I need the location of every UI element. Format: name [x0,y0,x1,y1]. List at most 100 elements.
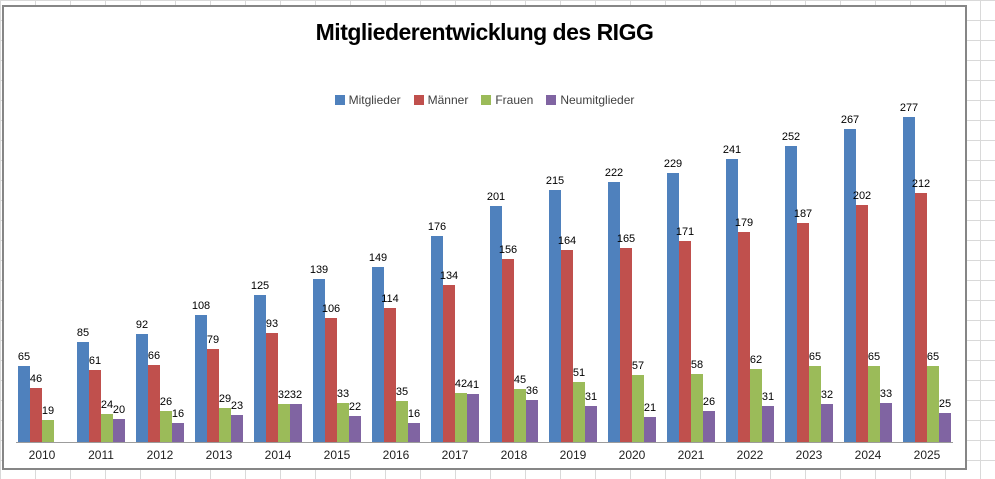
bar[interactable] [89,370,101,442]
bar-value-label: 33 [336,388,350,400]
bar-value-label: 139 [309,264,329,276]
bar[interactable] [219,408,231,442]
bar[interactable] [254,295,266,442]
bar[interactable] [207,349,219,442]
bar[interactable] [667,173,679,442]
bar[interactable] [573,382,585,442]
bar[interactable] [136,334,148,442]
bar[interactable] [101,414,113,442]
bar[interactable] [844,129,856,442]
bar-group: 241 179 62 31 2022 [722,118,774,462]
bar-slot: 165 [617,118,635,442]
bar[interactable] [384,308,396,442]
bar[interactable] [30,388,42,442]
bar[interactable] [797,223,809,442]
chart-area[interactable]: Mitgliederentwicklung des RIGG Mitgliede… [2,5,967,470]
bar[interactable] [502,259,514,442]
bar[interactable] [396,401,408,442]
bar[interactable] [738,232,750,442]
bar-value-label: 19 [41,405,55,417]
bar[interactable] [679,241,691,442]
bar[interactable] [231,415,243,442]
bar[interactable] [703,411,715,442]
bar[interactable] [526,400,538,442]
bar[interactable] [42,420,54,442]
bar[interactable] [514,389,526,442]
legend-item[interactable]: Neumitglieder [546,93,634,107]
legend-swatch-icon [334,95,345,105]
bar-value-label: 36 [525,385,539,397]
bar[interactable] [290,404,302,442]
legend-item[interactable]: Frauen [481,93,533,107]
bar[interactable] [349,416,361,442]
bar[interactable] [750,369,762,442]
bar[interactable] [467,394,479,442]
bar[interactable] [148,365,160,442]
legend-label: Frauen [495,93,534,107]
bar[interactable] [726,159,738,442]
bar[interactable] [443,285,455,442]
bar-slot: 187 [794,118,812,442]
bar[interactable] [868,366,880,442]
bar-group: 229 171 58 26 2021 [664,118,715,462]
bar-value-label: 93 [265,318,279,330]
bar-slot: 176 [427,118,447,442]
bar-value-label: 32 [289,389,303,401]
bar[interactable] [762,406,774,442]
bar[interactable] [18,366,30,442]
bar[interactable] [431,236,443,442]
bar[interactable] [809,366,821,442]
bar[interactable] [325,318,337,442]
bar[interactable] [585,406,597,442]
bar[interactable] [266,333,278,442]
bar-value-label: 176 [427,221,447,233]
bar[interactable] [620,248,632,442]
bar[interactable] [337,403,349,442]
bar-value-label: 42 [454,378,468,390]
bar[interactable] [644,417,656,442]
bar[interactable] [927,366,939,442]
bar-value-label: 57 [631,360,645,372]
bar-value-label: 241 [722,144,742,156]
bar[interactable] [549,190,561,442]
bar[interactable] [608,182,620,442]
bar[interactable] [195,315,207,442]
bar-value-label: 32 [820,389,834,401]
bar[interactable] [903,117,915,442]
bar-slot: 45 [514,118,526,442]
bar[interactable] [278,404,290,442]
bar[interactable] [408,423,420,442]
bar[interactable] [632,375,644,442]
bar[interactable] [372,267,384,442]
bar[interactable] [113,419,125,442]
bar-slot: 42 [455,118,467,442]
bar-value-label: 35 [395,386,409,398]
bar-value-label: 114 [381,293,399,305]
bar-value-label: 65 [17,351,31,363]
bar[interactable] [880,403,892,442]
bar-value-label: 92 [135,319,149,331]
bar[interactable] [915,193,927,442]
legend-item[interactable]: Männer [413,93,468,107]
chart-legend[interactable]: Mitglieder Männer Frauen Neumitglieder [4,93,965,107]
bar[interactable] [691,374,703,442]
bar[interactable] [856,205,868,442]
chart-title[interactable]: Mitgliederentwicklung des RIGG [315,19,654,45]
bar-value-label: 267 [840,114,860,126]
bar[interactable] [821,404,833,442]
bar[interactable] [313,279,325,442]
bar[interactable] [455,393,467,442]
bar[interactable] [172,423,184,442]
legend-item[interactable]: Mitglieder [334,93,401,107]
bar[interactable] [490,206,502,442]
x-axis-label: 2012 [146,448,174,462]
bar-slot: 41 [467,118,479,442]
bar[interactable] [785,146,797,442]
bar[interactable] [160,411,172,442]
bar[interactable] [939,413,951,442]
bar-value-label: 215 [545,175,565,187]
bar-value-label: 24 [100,399,114,411]
bar[interactable] [77,342,89,442]
bar-slot: 93 [266,118,278,442]
bar[interactable] [561,250,573,442]
